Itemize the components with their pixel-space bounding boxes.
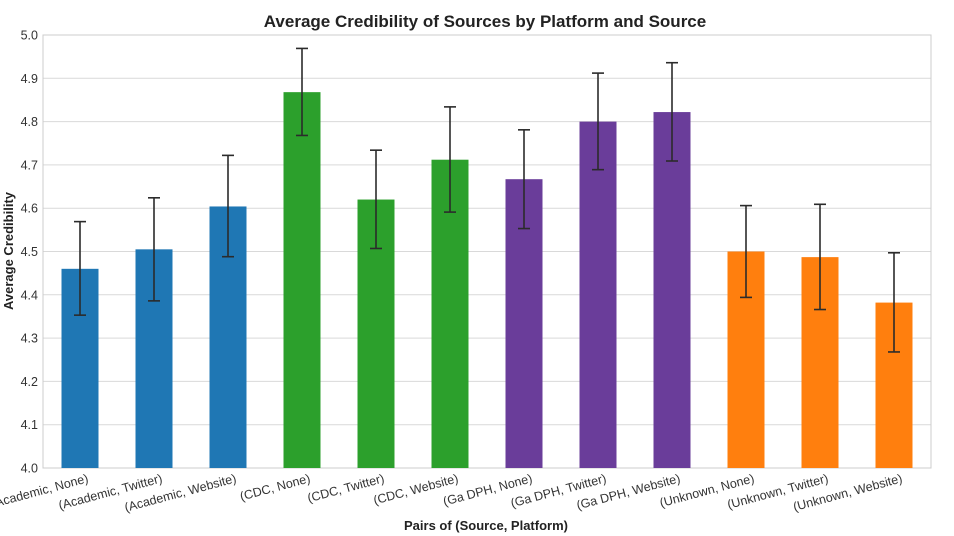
error-bar	[518, 129, 530, 230]
y-tick-label: 4.9	[21, 72, 38, 86]
error-bars	[74, 47, 900, 353]
bar	[283, 92, 321, 468]
error-bar	[296, 47, 308, 137]
x-axis-ticks: (Academic, None)(Academic, Twitter)(Acad…	[0, 471, 904, 514]
y-axis-label: Average Credibility	[1, 191, 16, 310]
y-tick-label: 4.4	[21, 288, 38, 302]
y-tick-label: 4.2	[21, 375, 38, 389]
y-tick-label: 4.8	[21, 115, 38, 129]
error-bar	[74, 220, 86, 316]
y-tick-label: 4.5	[21, 245, 38, 259]
chart-title: Average Credibility of Sources by Platfo…	[264, 12, 706, 31]
error-bar	[444, 106, 456, 213]
y-tick-label: 4.6	[21, 202, 38, 216]
bar	[579, 121, 617, 468]
y-tick-label: 5.0	[21, 29, 38, 43]
error-bar	[666, 61, 678, 162]
y-tick-label: 4.1	[21, 418, 38, 432]
error-bar	[592, 72, 604, 171]
x-tick-label: (CDC, None)	[238, 471, 311, 503]
gridlines	[43, 34, 931, 469]
error-bar	[148, 197, 160, 302]
y-axis-ticks: 4.0 4.1 4.2 4.3 4.4 4.5 4.6 4.7 4.8 4.9 5.0	[21, 29, 38, 476]
plot-area-frame	[42, 34, 932, 469]
y-tick-label: 4.7	[21, 158, 38, 172]
error-bar	[222, 154, 234, 258]
error-bar	[370, 149, 382, 250]
x-axis-label: Pairs of (Source, Platform)	[404, 518, 568, 533]
error-bar	[888, 251, 900, 353]
y-tick-label: 4.3	[21, 332, 38, 346]
y-tick-label: 4.0	[21, 462, 38, 476]
bar	[653, 112, 691, 468]
error-bar	[740, 204, 752, 299]
bars	[61, 92, 913, 469]
error-bar	[814, 203, 826, 311]
